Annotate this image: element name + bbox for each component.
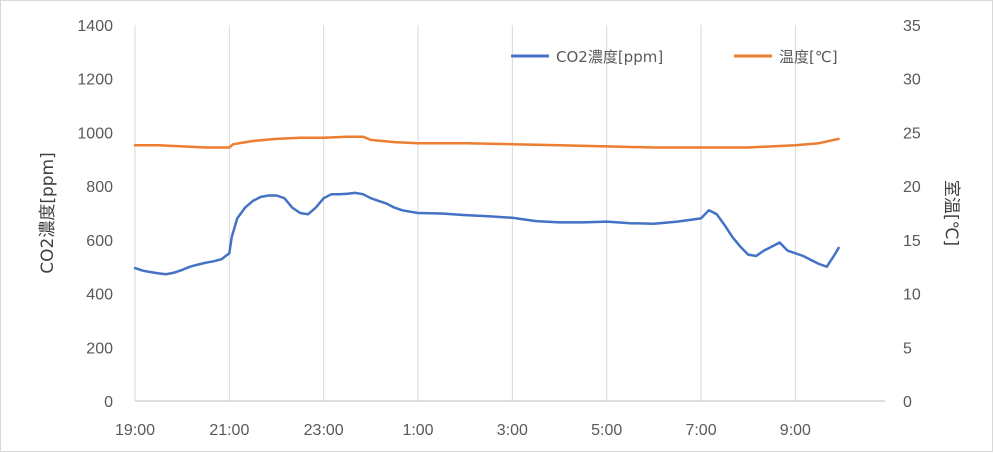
x-tick-label: 23:00 xyxy=(304,422,344,439)
legend-label-temperature: 温度[℃] xyxy=(779,48,838,66)
y2-tick-label: 35 xyxy=(903,18,921,35)
x-tick-label: 1:00 xyxy=(402,422,433,439)
grid-layer xyxy=(228,25,796,401)
x-tick-label: 5:00 xyxy=(591,422,622,439)
y-tick-label: 1400 xyxy=(77,18,113,35)
legend-label-co2: CO2濃度[ppm] xyxy=(556,48,663,66)
y2-tick-label: 5 xyxy=(903,340,912,357)
y2-tick-label: 25 xyxy=(903,125,921,142)
x-tick-label: 3:00 xyxy=(497,422,528,439)
y-tick-label: 800 xyxy=(86,179,113,196)
x-tick-label: 21:00 xyxy=(209,422,249,439)
y-tick-label: 200 xyxy=(86,340,113,357)
series-line-temperature xyxy=(133,135,840,149)
y-tick-label: 0 xyxy=(104,394,113,411)
x-tick-label: 7:00 xyxy=(685,422,716,439)
y2-tick-label: 20 xyxy=(903,179,921,196)
y-tick-label: 400 xyxy=(86,287,113,304)
series-layer xyxy=(133,135,840,276)
y-tick-label: 1000 xyxy=(77,125,113,142)
y2-tick-label: 0 xyxy=(903,394,912,411)
y2-tick-label: 15 xyxy=(903,233,921,250)
x-tick-label: 19:00 xyxy=(115,422,155,439)
y-tick-label: 1200 xyxy=(77,72,113,89)
x-tick-label: 9:00 xyxy=(780,422,811,439)
series-line-co2 xyxy=(133,191,840,276)
y2-axis-title: 室温[℃] xyxy=(941,180,961,246)
axis-layer: 19:00 21:00 23:00 1:00 3:00 5:00 7:00 9:0002004… xyxy=(77,18,920,439)
y-tick-label: 600 xyxy=(86,233,113,250)
y2-tick-label: 30 xyxy=(903,72,921,89)
legend: CO2濃度[ppm] 温度[℃] xyxy=(511,48,838,66)
y-axis-title: CO2濃度[ppm] xyxy=(38,152,58,273)
y2-tick-label: 10 xyxy=(903,287,921,304)
